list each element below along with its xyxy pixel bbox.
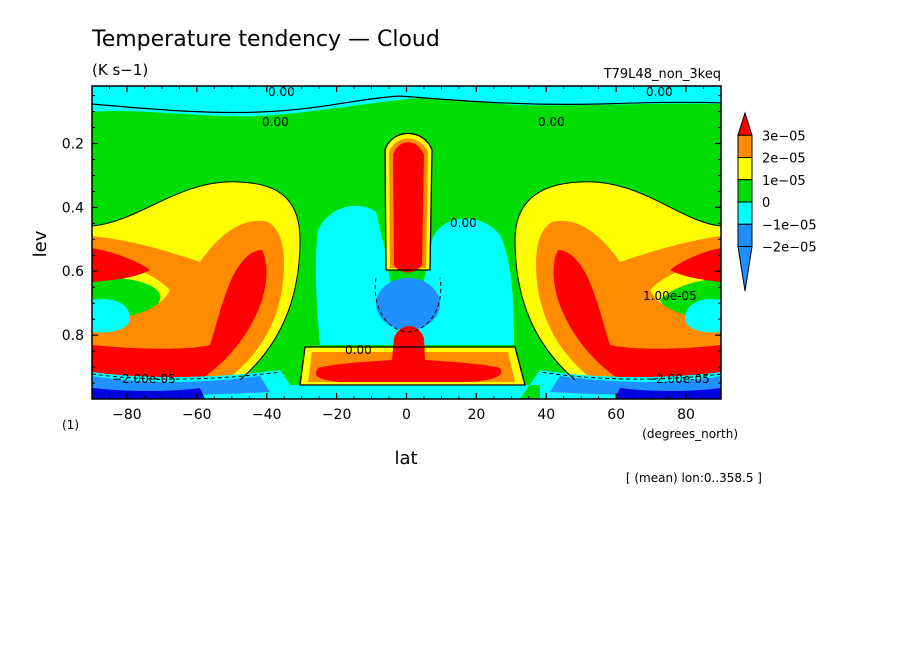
contour-label: 1.00e-05 xyxy=(643,289,697,303)
contour-line xyxy=(92,181,301,381)
contour-line xyxy=(514,181,721,381)
y-tick-label: 0.4 xyxy=(62,200,84,216)
contour-label: 0.00 xyxy=(262,115,289,129)
contour-line xyxy=(384,133,433,271)
colorbar-segment xyxy=(737,201,753,225)
contour-line xyxy=(92,95,721,114)
x-tick-label: 20 xyxy=(467,407,485,423)
x-tick-label: −20 xyxy=(322,407,352,423)
fill-right-pocket xyxy=(685,299,721,333)
colorbar-segment xyxy=(737,223,753,247)
fill-bottom-blue xyxy=(92,376,721,396)
contour-label: −2.00e-05 xyxy=(646,372,710,386)
fill-bottom-darkblue xyxy=(92,388,721,399)
y-tick-label: 0.8 xyxy=(62,328,84,344)
x-axis-label: lat xyxy=(394,448,417,469)
fill-top-negative xyxy=(92,86,721,117)
x-axis: −80 −60 −40 −20 0 20 40 60 80 xyxy=(91,86,722,423)
colorbar-label: −2e−05 xyxy=(762,241,817,256)
y-tick-label: 0.6 xyxy=(62,264,84,280)
colorbar-label: 1e−05 xyxy=(762,174,806,189)
x-tick-label: 40 xyxy=(537,407,555,423)
contour-label: 0.00 xyxy=(538,115,565,129)
chart-title: Temperature tendency — Cloud xyxy=(91,27,440,52)
colorbar-label: 3e−05 xyxy=(762,129,806,144)
contour-label: 0.00 xyxy=(268,85,295,99)
contour-label: −2.00e-05 xyxy=(112,372,176,386)
fill-left-pocket xyxy=(92,299,130,333)
colorbar: 3e−05 2e−05 1e−05 0 −1e−05 −2e−05 xyxy=(737,111,817,292)
fill-central-negative xyxy=(315,205,514,345)
colorbar-segment xyxy=(737,179,753,203)
colorbar-arrow-bottom xyxy=(737,246,753,292)
colorbar-label: −1e−05 xyxy=(762,218,817,233)
colorbar-label: 2e−05 xyxy=(762,152,806,167)
colorbar-label: 0 xyxy=(762,196,770,211)
y-axis-label: lev xyxy=(30,230,51,257)
contour-line xyxy=(299,346,526,386)
y-axis-units: (1) xyxy=(62,418,79,432)
run-id-label: T79L48_non_3keq xyxy=(603,67,721,82)
y-axis: 0.2 0.4 0.6 0.8 xyxy=(62,95,721,384)
fill-t-red xyxy=(315,326,502,382)
contour-field xyxy=(92,86,721,399)
x-tick-label: −40 xyxy=(252,407,282,423)
contour-label: 0.00 xyxy=(345,343,372,357)
contour-line xyxy=(92,371,721,380)
fill-column-red xyxy=(393,142,424,273)
x-axis-units: (degrees_north) xyxy=(642,427,738,441)
y-tick-label: 0.2 xyxy=(62,136,84,152)
colorbar-segment xyxy=(737,134,753,158)
colorbar-arrow-top xyxy=(737,111,753,136)
x-tick-label: −80 xyxy=(112,407,142,423)
footer-note: [ (mean) lon:0..358.5 ] xyxy=(626,471,762,485)
x-tick-label: 60 xyxy=(607,407,625,423)
contour-label: 0.00 xyxy=(646,85,673,99)
contour-line xyxy=(374,277,442,333)
units-label: (K s−1) xyxy=(92,61,148,79)
contour-label: 0.00 xyxy=(450,216,477,230)
x-tick-label: 0 xyxy=(402,407,411,423)
x-tick-label: 80 xyxy=(677,407,695,423)
fill-left-red xyxy=(92,248,267,380)
colorbar-segment xyxy=(737,157,753,181)
fill-right-red xyxy=(553,248,721,380)
fill-central-blue xyxy=(376,278,440,330)
x-tick-label: −60 xyxy=(182,407,212,423)
contour-labels: 0.00 0.00 0.00 0.00 0.00 0.00 1.00e-05 −… xyxy=(112,85,710,386)
